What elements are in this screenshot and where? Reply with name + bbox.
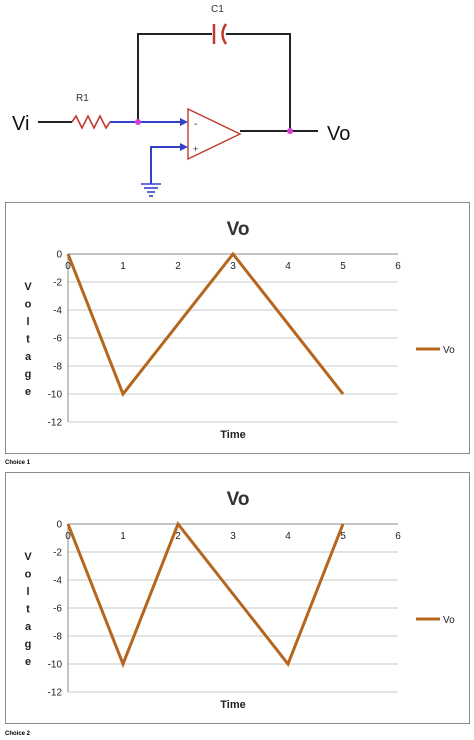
y-tick-label: -10 bbox=[48, 390, 63, 401]
y-tick-label: -8 bbox=[53, 632, 62, 643]
x-tick-label: 0 bbox=[65, 531, 71, 542]
x-tick-label: 0 bbox=[65, 261, 71, 272]
y-axis-label-letter: l bbox=[26, 316, 29, 328]
y-axis-label-letter: t bbox=[26, 604, 30, 616]
y-axis-label-letter: o bbox=[25, 299, 32, 311]
x-tick-label: 5 bbox=[340, 261, 346, 272]
x-tick-label: 1 bbox=[120, 531, 126, 542]
y-axis-label-letter: g bbox=[25, 639, 32, 651]
capacitor-label: C1 bbox=[211, 4, 224, 15]
x-tick-label: 5 bbox=[340, 531, 346, 542]
ground-wire bbox=[150, 146, 180, 184]
x-tick-label: 2 bbox=[175, 261, 181, 272]
output-junction-node bbox=[287, 128, 293, 134]
x-tick-label: 3 bbox=[230, 261, 236, 272]
integrator-circuit-diagram: C1 Vi R1 - + Vo bbox=[12, 4, 350, 197]
y-axis-label-letter: g bbox=[25, 369, 32, 381]
y-tick-label: -2 bbox=[53, 548, 62, 559]
y-tick-label: -4 bbox=[53, 306, 62, 317]
x-tick-label: 4 bbox=[285, 261, 291, 272]
y-tick-label: -6 bbox=[53, 604, 62, 615]
y-tick-label: 0 bbox=[56, 520, 62, 531]
y-tick-label: -4 bbox=[53, 576, 62, 587]
chart-title: Vo bbox=[227, 219, 250, 240]
y-axis-label-letter: a bbox=[25, 621, 32, 633]
x-axis-label: Time bbox=[220, 429, 245, 441]
y-axis-label-letter: e bbox=[25, 656, 31, 668]
y-axis-label-letter: V bbox=[24, 551, 32, 563]
choice-2-caption: Choice 2 bbox=[5, 731, 31, 737]
y-tick-label: -8 bbox=[53, 362, 62, 373]
x-tick-label: 2 bbox=[175, 531, 181, 542]
inverting-input-symbol: - bbox=[194, 119, 197, 130]
y-tick-label: -6 bbox=[53, 334, 62, 345]
x-axis-label: Time bbox=[220, 699, 245, 711]
x-tick-label: 4 bbox=[285, 531, 291, 542]
input-label: Vi bbox=[12, 113, 29, 135]
y-axis-label-letter: e bbox=[25, 386, 31, 398]
ground-icon bbox=[141, 183, 161, 197]
legend-label: Vo bbox=[443, 345, 455, 356]
capacitor-c1 bbox=[212, 23, 228, 45]
y-axis-label-letter: t bbox=[26, 334, 30, 346]
input-junction-node bbox=[135, 119, 141, 125]
x-tick-label: 1 bbox=[120, 261, 126, 272]
op-amp bbox=[187, 107, 242, 161]
series-line-vo bbox=[66, 251, 345, 397]
y-tick-label: 0 bbox=[56, 250, 62, 261]
y-axis-label-letter: V bbox=[24, 281, 32, 293]
series-line-vo bbox=[66, 521, 345, 669]
legend-label: Vo bbox=[443, 615, 455, 626]
x-tick-label: 6 bbox=[395, 531, 401, 542]
y-axis-label-letter: a bbox=[25, 351, 32, 363]
resistor-label: R1 bbox=[76, 93, 89, 104]
y-axis-label-letter: l bbox=[26, 586, 29, 598]
x-tick-label: 3 bbox=[230, 531, 236, 542]
resistor-r1 bbox=[71, 114, 111, 130]
y-tick-label: -2 bbox=[53, 278, 62, 289]
noninverting-input-arrow bbox=[180, 143, 188, 151]
y-tick-label: -12 bbox=[48, 418, 63, 429]
output-label: Vo bbox=[327, 123, 350, 145]
choice-1-caption: Choice 1 bbox=[5, 460, 31, 466]
x-tick-label: 6 bbox=[395, 261, 401, 272]
noninverting-input-symbol: + bbox=[193, 144, 198, 154]
feedback-wire-left bbox=[137, 33, 212, 122]
y-tick-label: -10 bbox=[48, 660, 63, 671]
feedback-wire-right bbox=[226, 33, 291, 131]
chart-title: Vo bbox=[227, 489, 250, 510]
y-tick-label: -12 bbox=[48, 688, 63, 699]
y-axis-label-letter: o bbox=[25, 569, 32, 581]
inverting-input-arrow bbox=[180, 118, 188, 126]
